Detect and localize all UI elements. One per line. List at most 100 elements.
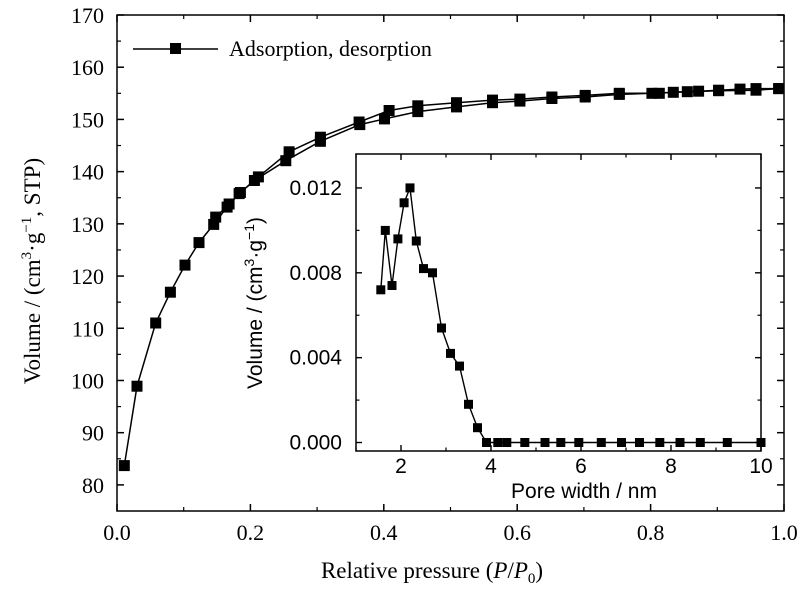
desorption-point: [210, 211, 222, 223]
pore-distribution-point: [376, 285, 386, 295]
adsorption-point: [280, 155, 292, 167]
adsorption-point: [208, 218, 220, 230]
desorption-point: [252, 171, 264, 183]
desorption-point: [451, 97, 462, 109]
pore-distribution-point: [596, 438, 606, 447]
x-axis-title-post: ): [535, 558, 543, 583]
pore-distribution-point: [617, 438, 626, 447]
y-tick-label: 150: [71, 107, 104, 132]
inset-series-group: [376, 183, 766, 447]
desorption-point: [579, 89, 591, 101]
adsorption-point: [193, 237, 205, 249]
inset-y-tick-label: 0.000: [289, 432, 342, 455]
adsorption-point: [131, 380, 143, 392]
y-axis-title-post: , STP): [20, 158, 45, 217]
pore-distribution-point: [574, 438, 584, 447]
x-axis-title: Relative pressure (P/P0): [321, 558, 543, 587]
desorption-point: [314, 131, 326, 143]
desorption-point: [353, 116, 365, 128]
pore-distribution-point: [455, 361, 464, 371]
adsorption-point: [164, 286, 176, 298]
pore-distribution-point: [419, 264, 428, 274]
pore-distribution-point: [635, 438, 644, 447]
x-tick-label: 0.6: [503, 520, 531, 545]
inset-x-tick-label: 8: [665, 455, 677, 478]
y-tick-label: 80: [82, 473, 104, 498]
pore-distribution-point: [540, 438, 550, 447]
pore-distribution-point: [520, 438, 530, 447]
inset-x-tick-label: 4: [485, 455, 497, 478]
adsorption-point: [179, 259, 191, 271]
y-axis-title-pre: Volume / (cm: [20, 259, 45, 384]
adsorption-point: [379, 113, 390, 125]
desorption-point: [234, 187, 246, 198]
pore-distribution-point: [493, 438, 503, 447]
pore-distribution-point: [446, 348, 455, 358]
x-axis-title-p2: P: [513, 558, 528, 583]
x-axis-title-pre: Relative pressure (: [321, 558, 493, 583]
desorption-point: [383, 105, 395, 116]
x-tick-label: 1.0: [770, 520, 798, 545]
pore-distribution-point: [756, 438, 766, 447]
pore-distribution-point: [502, 438, 512, 447]
desorption-point: [693, 85, 705, 97]
pore-distribution-point: [556, 438, 566, 447]
x-tick-label: 0.2: [237, 520, 265, 545]
pore-distribution-point: [482, 438, 491, 447]
pore-distribution-point: [380, 225, 390, 235]
pore-distribution-point: [399, 198, 409, 208]
pore-distribution-point: [405, 183, 415, 193]
inset-axis-ticks: 2 4 6 8 10 0.000 0.004 0.008 0.012: [289, 154, 773, 478]
y-tick-label: 100: [71, 368, 104, 393]
desorption-point: [613, 87, 625, 99]
desorption-point: [514, 93, 526, 105]
inset-y-axis-title-sup1: 3: [241, 258, 257, 266]
desorption-point: [734, 83, 746, 95]
desorption-point: [667, 86, 679, 98]
desorption-point: [487, 94, 498, 106]
adsorption-point: [150, 317, 162, 329]
inset-x-axis-title: Pore width / nm: [511, 480, 657, 503]
main-plot: 0.0 0.2 0.4 0.6 0.8 1.08090100110120130140150…: [19, 3, 798, 587]
inset-y-axis-title-mid: ·g: [244, 240, 267, 259]
main-series-group: [118, 83, 785, 472]
y-tick-label: 140: [71, 160, 104, 185]
inset-y-axis-title-post: ): [244, 217, 267, 224]
legend-label: Adsorption, desorption: [229, 36, 432, 61]
y-axis-title-mid: ·g: [20, 232, 45, 252]
y-tick-label: 170: [71, 3, 104, 28]
pore-distribution-point: [675, 438, 685, 447]
pore-distribution-point: [655, 438, 665, 447]
desorption-point: [713, 84, 725, 96]
x-axis-title-p1: P: [492, 558, 507, 583]
y-axis-title-sup1: 3: [19, 252, 35, 260]
adsorption-point: [118, 460, 130, 472]
x-axis-title-slash: /: [507, 558, 514, 583]
desorption-point: [283, 146, 295, 158]
y-axis-title: Volume / (cm3·g−1, STP): [19, 158, 45, 384]
desorption-line: [215, 87, 779, 218]
desorption-point: [412, 100, 424, 112]
x-tick-label: 0.8: [637, 520, 665, 545]
inset-plot: 2 4 6 8 10 0.000 0.004 0.008 0.012 Pore width / …: [241, 153, 773, 503]
pore-distribution-point: [387, 281, 397, 290]
y-tick-label: 110: [72, 316, 104, 341]
pore-distribution-point: [428, 268, 437, 278]
desorption-point: [750, 83, 762, 95]
adsorption-point: [412, 106, 424, 118]
x-axis-title-sub: 0: [528, 571, 536, 587]
y-tick-label: 90: [82, 421, 104, 446]
pore-distribution-point: [473, 423, 482, 433]
inset-plot-frame: [355, 153, 762, 452]
desorption-point: [546, 91, 558, 103]
inset-y-axis-title: Volume / (cm3·g−1): [241, 217, 267, 389]
pore-distribution-point: [393, 234, 403, 244]
inset-x-tick-label: 6: [575, 455, 587, 478]
desorption-point: [773, 83, 785, 95]
y-tick-label: 130: [71, 212, 104, 237]
inset-y-tick-label: 0.012: [289, 177, 342, 200]
legend: Adsorption, desorption: [133, 36, 432, 61]
y-tick-label: 160: [71, 55, 104, 80]
inset-y-tick-label: 0.004: [289, 347, 342, 370]
